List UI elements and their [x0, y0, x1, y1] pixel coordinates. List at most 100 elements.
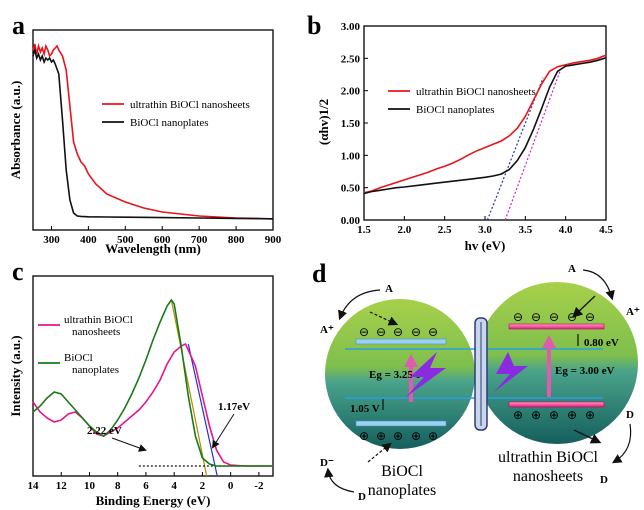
hole-icon: ⊕	[513, 408, 523, 422]
left-lightning-icon	[406, 352, 446, 397]
legend-label: BiOCl	[64, 352, 93, 364]
legend-label: ultrathin BiOCl	[64, 314, 133, 326]
panel-label-b: b	[307, 11, 321, 40]
fit-line	[187, 343, 218, 477]
left-sphere	[325, 299, 475, 449]
legend-label-cont: nanosheets	[72, 326, 120, 338]
annotation-2.22eV: 2.22 eV	[87, 425, 122, 437]
electron-icon: ⊖	[567, 310, 577, 324]
x-tick-label: 600	[154, 234, 171, 246]
x-tick-label: 800	[228, 234, 245, 246]
hole-icon: ⊕	[585, 408, 595, 422]
electron-icon: ⊖	[513, 310, 523, 324]
arrow-1.17eV	[211, 413, 235, 449]
hole-icon: ⊕	[549, 408, 559, 422]
x-tick-label: 1.5	[357, 224, 371, 236]
x-tick-label: 2.5	[438, 224, 452, 236]
left-D-label: D	[358, 491, 366, 503]
fit-line	[170, 299, 208, 477]
left-shift-label: 1.05 V	[350, 403, 380, 415]
panel-b-chart: 1.5 2.0 2.5 3.0 3.5 4.0 4.5 0.00 0.50 1.00 1.50 2.0…	[316, 21, 613, 253]
y-tick-label: 2.00	[341, 86, 361, 98]
panel-a-chart: 300 400 500 600 700 800 900 Wavelength (nm) Ab…	[8, 29, 282, 256]
hole-icon: ⊕	[428, 429, 438, 443]
fit-line	[486, 77, 544, 221]
series-line-1	[363, 56, 607, 195]
x-tick-label: 6	[143, 480, 149, 492]
right-h-transfer-arrow	[573, 429, 602, 444]
right-caption-line1: ultrathin BiOCl	[498, 449, 599, 466]
x-tick-label: 12	[56, 480, 68, 492]
annotation-1.17eV: 1.17eV	[218, 401, 250, 413]
panel-b-frame	[363, 25, 607, 221]
left-Dminus-label: D⁻	[320, 457, 334, 469]
right-shift-label: 0.80 eV	[584, 337, 619, 349]
panel-c-xlabel: Binding Energy (eV)	[96, 493, 211, 508]
electron-icon: ⊖	[585, 310, 595, 324]
hole-icon: ⊕	[359, 429, 369, 443]
x-tick-label: 14	[28, 480, 40, 492]
x-tick-label: 3.5	[518, 224, 532, 236]
panel-d-diagram: ⊖ ⊖ ⊖ ⊖ ⊖ ⊕ ⊕ ⊕ ⊕ ⊕ Eg = 3.25 eV 1.05 V ⊖ ⊖ ⊖ ⊖ ⊖ ⊕ ⊕…	[320, 263, 640, 503]
x-tick-label: -2	[254, 480, 264, 492]
panel-c-frame	[32, 275, 274, 477]
y-tick-label: 2.50	[341, 53, 361, 65]
x-tick-label: 4	[171, 480, 177, 492]
x-tick-label: 3.0	[478, 224, 492, 236]
legend-label: BiOCl nanoplates	[130, 117, 209, 129]
series-line-0	[363, 54, 607, 194]
arrow-2.22eV	[111, 437, 147, 452]
electron-icon: ⊖	[411, 325, 421, 339]
legend-label-cont: nanoplates	[72, 364, 119, 376]
panel-a-ylabel: Absorbance (a.u.)	[8, 81, 23, 180]
electron-icon: ⊖	[549, 310, 559, 324]
panel-c-ylabel: Intensity (a.u.)	[8, 335, 23, 416]
x-tick-label: 500	[117, 234, 134, 246]
left-A-arrow	[338, 289, 381, 321]
right-D-arrow	[611, 423, 632, 464]
hole-icon: ⊕	[567, 408, 577, 422]
left-valence-band	[355, 420, 447, 427]
y-tick-label: 0.00	[341, 215, 361, 227]
right-Aplus-label: A⁺	[626, 306, 640, 318]
right-caption-line2: nanosheets	[513, 468, 583, 485]
hole-icon: ⊕	[531, 408, 541, 422]
x-tick-label: 0	[228, 480, 234, 492]
left-caption-line1: BiOCl	[381, 463, 423, 480]
panel-b-xlabel: hv (eV)	[465, 238, 506, 253]
series-line-1	[32, 46, 274, 220]
right-e-transfer-arrow	[572, 295, 596, 318]
left-caption-line2: nanoplates	[368, 482, 436, 499]
legend-label: ultrathin BiOCl nanosheets	[416, 86, 536, 98]
left-eg-label: Eg = 3.25 eV	[369, 369, 428, 381]
panel-a-xlabel: Wavelength (nm)	[105, 241, 201, 256]
x-tick-label: 10	[84, 480, 96, 492]
y-tick-label: 0.50	[341, 183, 361, 195]
panel-label-d: d	[312, 259, 327, 288]
electron-icon: ⊖	[376, 325, 386, 339]
right-D-top-label: D	[626, 409, 634, 421]
panel-label-a: a	[12, 11, 25, 40]
x-tick-label: 300	[43, 234, 60, 246]
x-tick-label: 900	[265, 234, 282, 246]
series-line-1	[32, 298, 273, 467]
right-excitation-arrowhead	[542, 335, 556, 348]
legend-label: ultrathin BiOCl nanosheets	[130, 99, 250, 111]
left-conduction-band	[355, 338, 447, 345]
right-conduction-band	[508, 323, 605, 330]
panel-b-ylabel: (αhv)1/2	[316, 99, 331, 145]
x-tick-label: 4.5	[599, 224, 613, 236]
hole-icon: ⊕	[393, 429, 403, 443]
x-tick-label: 700	[191, 234, 208, 246]
right-eg-label: Eg = 3.00 eV	[555, 365, 614, 377]
x-tick-label: 400	[80, 234, 97, 246]
fit-line	[504, 71, 561, 221]
series-line-0	[32, 42, 274, 220]
left-A-label: A	[385, 283, 393, 295]
x-tick-label: 2	[200, 480, 206, 492]
left-Aplus-label: A⁺	[320, 324, 334, 336]
electron-icon: ⊖	[393, 325, 403, 339]
left-excitation-arrowhead	[404, 354, 418, 367]
right-valence-band	[508, 401, 605, 408]
electron-icon: ⊖	[428, 325, 438, 339]
